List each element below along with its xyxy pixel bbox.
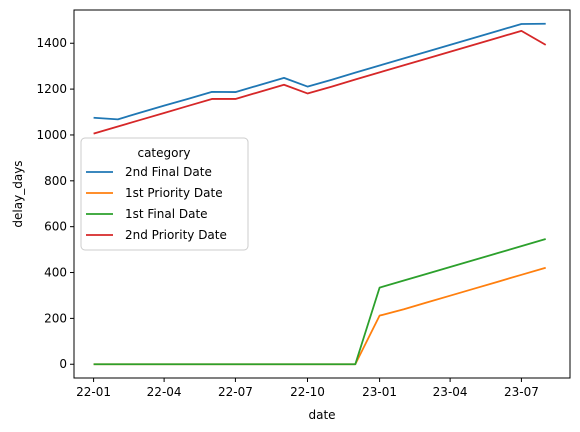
y-tick-label: 1200 <box>36 82 67 96</box>
y-tick-label: 400 <box>44 266 67 280</box>
x-tick-label: 23-04 <box>433 385 468 399</box>
legend-box <box>80 137 249 251</box>
series-line-3 <box>93 238 546 366</box>
y-tick-label: 200 <box>44 311 67 325</box>
axes-frame <box>73 9 571 379</box>
y-axis-label: delay_days <box>11 160 25 227</box>
legend-title: category <box>137 146 190 160</box>
x-tick-label: 22-10 <box>290 385 325 399</box>
x-axis-ticks: 22-01 22-04 22-07 22-10 23-01 23-04 23-07 <box>76 378 539 399</box>
y-tick-label: 1000 <box>36 128 67 142</box>
y-tick-label: 1400 <box>36 36 67 50</box>
legend: category 2nd Final Date 1st Priority Date… <box>80 137 249 251</box>
series-line-2 <box>93 266 546 366</box>
y-tick-label: 800 <box>44 174 67 188</box>
legend-entry-label: 2nd Priority Date <box>125 228 227 242</box>
series-line-4 <box>93 29 547 135</box>
series-line-1 <box>93 22 546 121</box>
legend-entry-label: 1st Final Date <box>125 207 208 221</box>
legend-entry-label: 1st Priority Date <box>125 186 223 200</box>
y-axis-ticks: 0 200 400 600 800 1000 1200 1400 <box>36 36 74 371</box>
y-tick-label: 600 <box>44 220 67 234</box>
x-tick-label: 22-01 <box>76 385 111 399</box>
plot-layer <box>93 22 547 366</box>
x-tick-label: 23-07 <box>504 385 539 399</box>
x-axis-label: date <box>308 408 335 422</box>
x-tick-label: 23-01 <box>362 385 397 399</box>
legend-entry-label: 2nd Final Date <box>125 165 212 179</box>
x-tick-label: 22-07 <box>218 385 253 399</box>
x-tick-label: 22-04 <box>147 385 182 399</box>
legend-items: 2nd Final Date 1st Priority Date 1st Final… <box>86 165 227 242</box>
y-tick-label: 0 <box>59 357 67 371</box>
